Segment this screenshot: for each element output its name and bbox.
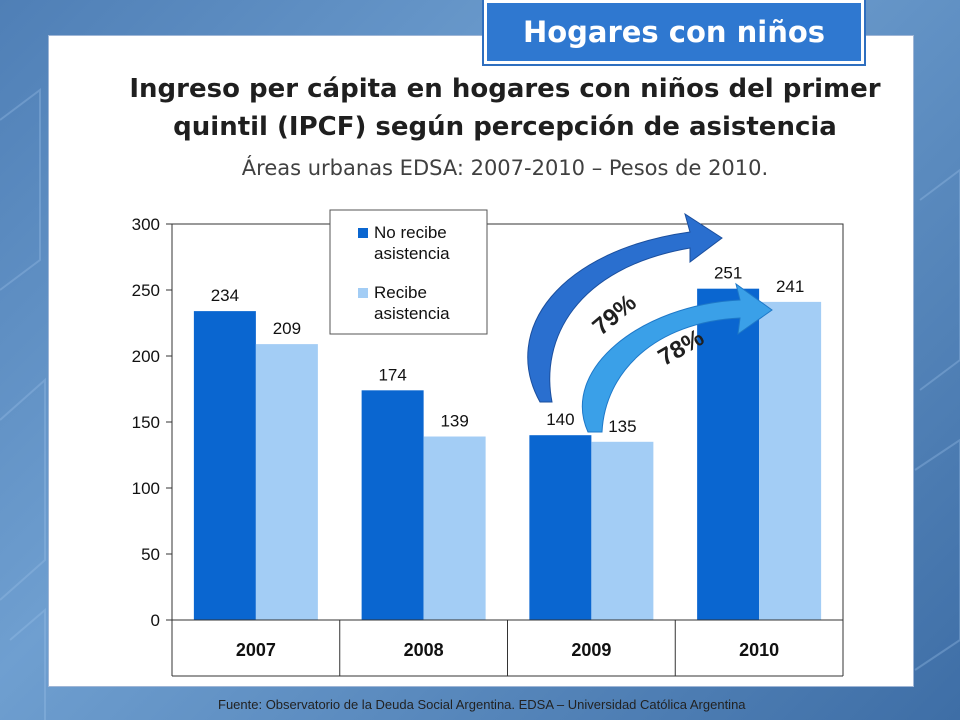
source-note: Fuente: Observatorio de la Deuda Social …: [218, 697, 746, 712]
y-tick-label: 0: [151, 611, 160, 630]
data-label-2009-no-recibe: 140: [546, 410, 574, 429]
data-label-2009-recibe: 135: [608, 417, 636, 436]
bar-2007-recibe: [255, 344, 318, 620]
legend-swatch: [358, 288, 368, 298]
legend-box: [329, 209, 488, 335]
x-tick-label-2009: 2009: [571, 640, 611, 660]
legend-label: asistencia: [374, 244, 450, 263]
data-label-2008-no-recibe: 174: [378, 365, 406, 384]
y-tick-label: 150: [132, 413, 160, 432]
bar-2010-no-recibe: [697, 288, 760, 620]
y-tick-label: 250: [132, 281, 160, 300]
x-tick-label-2010: 2010: [739, 640, 779, 660]
x-tick-label-2008: 2008: [404, 640, 444, 660]
data-label-2008-recibe: 139: [440, 412, 468, 431]
bar-2009-recibe: [591, 441, 654, 620]
section-tag: Hogares con niños: [482, 0, 866, 66]
bar-2010-recibe: [759, 301, 822, 620]
arrow-78: [581, 282, 773, 433]
x-tick-label-2007: 2007: [236, 640, 276, 660]
bar-2008-recibe: [423, 436, 486, 620]
chart-title-line2: quintil (IPCF) según percepción de asist…: [173, 112, 837, 142]
legend-swatch: [358, 228, 368, 238]
y-tick-label: 200: [132, 347, 160, 366]
bar-2007-no-recibe: [193, 311, 256, 620]
y-axis: 0 50 100 150 200 250 300: [132, 215, 172, 630]
bar-2008-no-recibe: [361, 390, 424, 620]
data-label-2010-no-recibe: 251: [714, 264, 742, 283]
data-label-2010-recibe: 241: [776, 277, 804, 296]
data-label-2007-recibe: 209: [273, 319, 301, 338]
legend-label: asistencia: [374, 304, 450, 323]
data-label-2007-no-recibe: 234: [211, 286, 239, 305]
chart-subtitle: Áreas urbanas EDSA: 2007-2010 – Pesos de…: [241, 156, 769, 180]
bars: 234 209 174 139 140 135 251 241: [193, 264, 822, 620]
legend-label: Recibe: [374, 283, 427, 302]
legend: No recibe asistencia Recibe asistencia: [329, 209, 488, 335]
x-axis-table: 2007 2008 2009 2010: [171, 619, 844, 677]
arrow-79: [527, 212, 723, 403]
y-tick-label: 300: [132, 215, 160, 234]
chart-title-line1: Ingreso per cápita en hogares con niños …: [129, 74, 881, 104]
y-tick-label: 100: [132, 479, 160, 498]
bar-2009-no-recibe: [529, 435, 592, 620]
legend-label: No recibe: [374, 223, 447, 242]
change-arrows: 79%78%: [527, 212, 773, 433]
y-tick-label: 50: [141, 545, 160, 564]
